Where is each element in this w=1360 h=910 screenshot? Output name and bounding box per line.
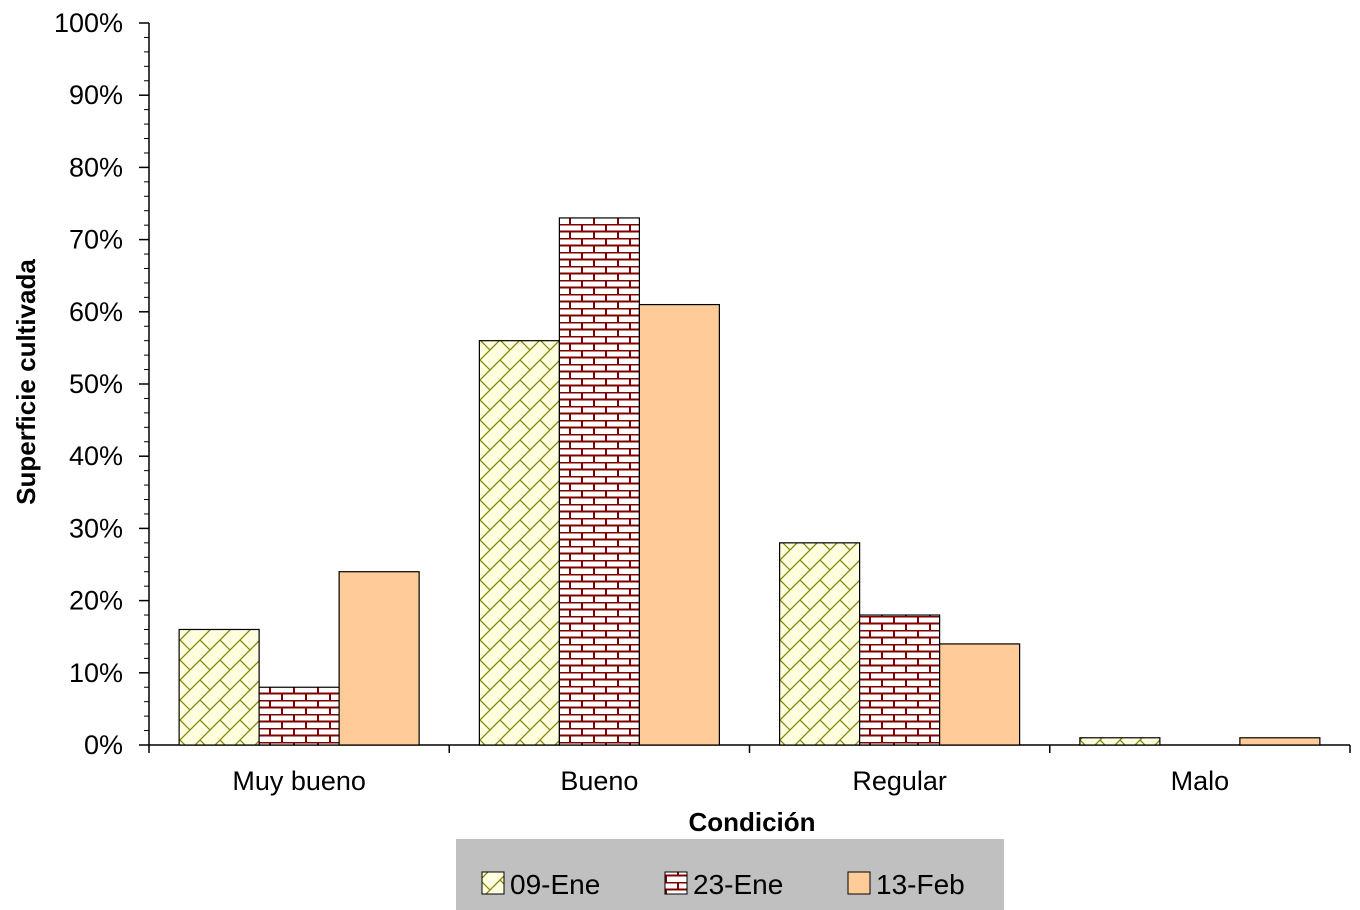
bar-13-feb-muy-bueno <box>338 571 420 746</box>
legend-label: 09-Ene <box>510 869 600 900</box>
y-tick-label: 50% <box>69 369 123 399</box>
legend-label: 23-Ene <box>693 869 783 900</box>
x-tick-label: Regular <box>852 766 947 796</box>
bar-23-ene-regular <box>859 614 941 746</box>
legend-swatch <box>664 871 688 895</box>
legend-label: 13-Feb <box>876 869 965 900</box>
y-ticks: 0% 10% 20% 30% 40% 50% 60% 70% 80% 90% 100% <box>54 8 149 760</box>
y-tick-label: 100% <box>54 8 123 38</box>
bar-13-feb-malo <box>1239 737 1321 746</box>
y-tick-label: 10% <box>69 658 123 688</box>
y-tick-label: 60% <box>69 297 123 327</box>
x-axis-title: Condición <box>688 807 815 837</box>
y-tick-label: 40% <box>69 441 123 471</box>
bar-13-feb-bueno <box>638 303 720 746</box>
bar-23-ene-muy-bueno <box>258 686 340 746</box>
bar-13-feb-regular <box>939 643 1021 746</box>
y-axis-title: Superficie cultivada <box>11 259 41 505</box>
legend-items: 09-Ene 23-Ene 13-Feb <box>481 869 965 900</box>
y-tick-label: 80% <box>69 152 123 182</box>
bar-09-ene-regular <box>779 542 861 746</box>
legend: 09-Ene 23-Ene 13-Feb <box>456 839 1004 910</box>
bar-09-ene-bueno <box>478 340 560 746</box>
x-ticks: Muy bueno Bueno Regular Malo <box>148 745 1351 796</box>
x-tick-label: Malo <box>1171 766 1230 796</box>
y-tick-label: 0% <box>84 730 123 760</box>
bars <box>178 217 1321 746</box>
bar-09-ene-malo <box>1079 737 1161 746</box>
bar-23-ene-bueno <box>558 217 640 746</box>
y-axis: 0% 10% 20% 30% 40% 50% 60% 70% 80% 90% 100% <box>54 8 150 760</box>
x-tick-label: Muy bueno <box>232 766 366 796</box>
y-tick-label: 90% <box>69 80 123 110</box>
legend-swatch <box>847 871 871 895</box>
legend-swatch <box>481 871 505 895</box>
y-tick-label: 70% <box>69 225 123 255</box>
legend-background <box>456 839 1004 910</box>
x-axis: Muy bueno Bueno Regular Malo <box>148 744 1351 796</box>
y-tick-label: 20% <box>69 586 123 616</box>
x-tick-label: Bueno <box>560 766 638 796</box>
bar-09-ene-muy-bueno <box>178 628 260 746</box>
y-tick-label: 30% <box>69 513 123 543</box>
